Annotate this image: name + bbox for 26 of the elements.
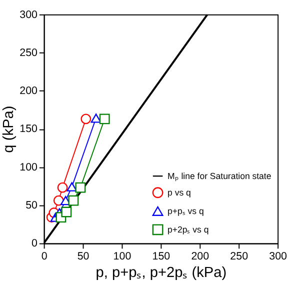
- y-tick-label: 150: [20, 123, 38, 136]
- point: [57, 182, 68, 193]
- x-tick-label: 250: [230, 250, 248, 262]
- point: [75, 182, 86, 193]
- point: [99, 114, 110, 124]
- x-tick-label: 50: [77, 250, 90, 262]
- x-tick-label: 300: [269, 250, 288, 262]
- x-axis-title: p, p+pₛ, p+2pₛ (kPa): [96, 264, 227, 281]
- point: [80, 114, 92, 124]
- y-tick-label: 200: [20, 85, 38, 98]
- x-tick-label: 150: [152, 250, 170, 262]
- legend-label: p vs q: [168, 188, 191, 198]
- x-tick-label: 0: [41, 250, 48, 262]
- point: [61, 206, 72, 218]
- y-tick-label: 50: [26, 200, 38, 212]
- y-axis-title: q (kPa): [0, 106, 17, 153]
- legend-label: Mₚ line for Saturation state: [168, 170, 272, 182]
- y-tick-label: 100: [20, 161, 38, 174]
- y-tick-label: 250: [20, 46, 38, 59]
- legend-label: p+pₛ vs q: [168, 206, 204, 216]
- x-tick-label: 100: [113, 250, 132, 262]
- y-tick-label: 0: [32, 238, 38, 250]
- legend-label: p+2pₛ vs q: [168, 224, 209, 235]
- x-tick-label: 200: [191, 250, 210, 262]
- y-tick-label: 300: [20, 8, 38, 21]
- point: [68, 195, 79, 206]
